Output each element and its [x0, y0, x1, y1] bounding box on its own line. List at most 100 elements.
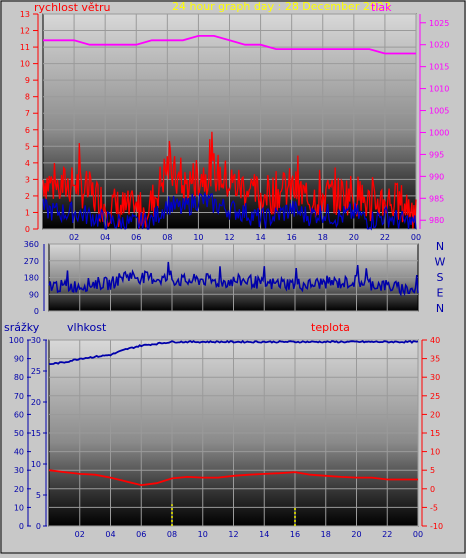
x-tick-label: 04 — [100, 233, 110, 242]
rain-axis-label: srážky — [4, 321, 40, 334]
y-tick-label: 0 — [430, 485, 435, 494]
compass-label: W — [435, 256, 446, 269]
x-tick-label: 06 — [131, 233, 141, 242]
y-tick-label: 270 — [24, 257, 39, 266]
compass-label: N — [436, 302, 444, 315]
y-tick-label: 1020 — [429, 41, 449, 50]
x-tick-label: 02 — [69, 233, 79, 242]
y-tick-label: 990 — [429, 172, 444, 181]
compass-label: E — [437, 287, 444, 300]
y-tick-label: 30 — [31, 336, 41, 345]
y-tick-label: 30 — [14, 466, 24, 475]
x-tick-label: 14 — [255, 233, 265, 242]
y-tick-label: 0 — [25, 225, 30, 234]
x-tick-label: 08 — [167, 530, 177, 539]
x-tick-label: 16 — [290, 530, 300, 539]
x-tick-label: 06 — [136, 530, 146, 539]
y-tick-label: 180 — [24, 274, 39, 283]
x-tick-label: 04 — [105, 530, 115, 539]
series-layer — [42, 35, 419, 526]
y-tick-label: 5 — [430, 466, 435, 475]
y-tick-label: 20 — [430, 410, 440, 419]
y-tick-label: 20 — [31, 398, 41, 407]
humidity-axis-label: vlhkost — [67, 321, 107, 334]
axis-layer: 02 04 06 08 10 12 14 16 18 20 22 000123456789101112… — [9, 10, 450, 539]
y-tick-label: 11 — [20, 43, 30, 52]
y-tick-label: 3 — [25, 175, 30, 184]
y-tick-label: 2 — [25, 192, 30, 201]
wind-axis-label: rychlost větru — [34, 1, 110, 14]
y-tick-label: 10 — [20, 60, 30, 69]
y-tick-label: 1000 — [429, 128, 449, 137]
y-tick-label: 50 — [14, 429, 24, 438]
y-tick-label: 360 — [24, 240, 39, 249]
y-tick-label: 60 — [14, 410, 24, 419]
compass-label: S — [437, 271, 444, 284]
x-tick-label: 00 — [411, 233, 421, 242]
y-tick-label: 10 — [31, 460, 41, 469]
y-tick-label: 15 — [31, 429, 41, 438]
y-tick-label: 13 — [20, 10, 30, 19]
y-tick-label: 10 — [14, 503, 24, 512]
y-tick-label: 0 — [19, 522, 24, 531]
y-tick-label: 12 — [20, 27, 30, 36]
y-tick-label: 80 — [14, 373, 24, 382]
y-tick-label: 90 — [29, 290, 39, 299]
y-tick-label: 20 — [14, 485, 24, 494]
x-tick-label: 10 — [198, 530, 208, 539]
y-tick-label: 1025 — [429, 19, 449, 28]
y-tick-label: 995 — [429, 150, 444, 159]
y-tick-label: 9 — [25, 76, 30, 85]
x-tick-label: 02 — [75, 530, 85, 539]
x-tick-label: 18 — [318, 233, 328, 242]
x-tick-label: 20 — [349, 233, 359, 242]
y-tick-label: 5 — [36, 491, 41, 500]
wind-direction-series — [48, 261, 419, 297]
y-tick-label: 985 — [429, 194, 444, 203]
pressure-axis-label: tlak — [371, 1, 392, 14]
x-tick-label: 12 — [228, 530, 238, 539]
y-tick-label: 5 — [25, 142, 30, 151]
y-tick-label: 25 — [430, 392, 440, 401]
y-tick-label: 1 — [25, 208, 30, 217]
y-tick-label: 7 — [25, 109, 30, 118]
y-tick-label: 15 — [430, 429, 440, 438]
y-tick-label: 8 — [25, 93, 30, 102]
y-tick-label: 0 — [36, 522, 41, 531]
y-tick-label: 1010 — [429, 85, 449, 94]
x-tick-label: 22 — [380, 233, 390, 242]
x-tick-label: 20 — [351, 530, 361, 539]
wind-gust-series — [42, 131, 417, 230]
x-tick-label: 00 — [413, 530, 423, 539]
y-tick-label: 25 — [31, 367, 41, 376]
y-tick-label: 1015 — [429, 63, 449, 72]
y-tick-label: 4 — [25, 159, 30, 168]
y-tick-label: 1005 — [429, 107, 449, 116]
x-tick-label: 08 — [162, 233, 172, 242]
chart-title: 24 hour graph day : 28 December 2023 — [172, 0, 391, 13]
x-tick-label: 12 — [224, 233, 234, 242]
y-tick-label: 30 — [430, 373, 440, 382]
grid-layer — [43, 13, 419, 527]
y-tick-label: 6 — [25, 126, 30, 135]
y-tick-label: 35 — [430, 355, 440, 364]
wind-average-series — [42, 192, 417, 231]
x-tick-label: 22 — [382, 530, 392, 539]
y-tick-label: 40 — [430, 336, 440, 345]
y-tick-label: 90 — [14, 355, 24, 364]
humidity-series — [48, 339, 419, 366]
y-tick-label: 70 — [14, 392, 24, 401]
pressure-series — [43, 35, 416, 55]
x-tick-label: 18 — [321, 530, 331, 539]
y-tick-label: 980 — [429, 216, 444, 225]
y-tick-label: -5 — [430, 503, 438, 512]
temperature-axis-label: teplota — [311, 321, 350, 334]
y-tick-label: 10 — [430, 448, 440, 457]
y-tick-label: 100 — [9, 336, 24, 345]
y-tick-label: 0 — [34, 307, 39, 316]
y-tick-label: -10 — [430, 522, 443, 531]
x-tick-label: 10 — [193, 233, 203, 242]
